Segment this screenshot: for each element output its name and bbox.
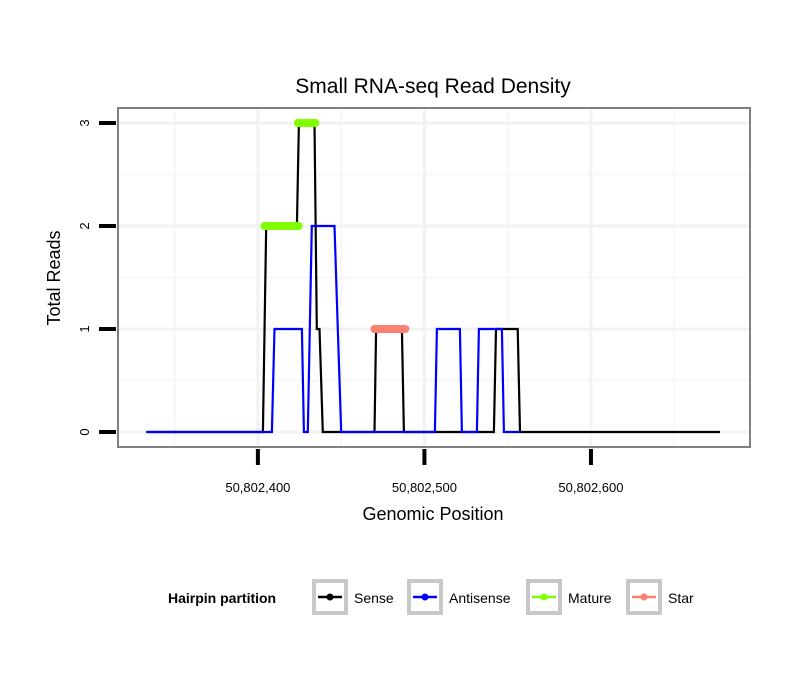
legend-key-point: [326, 593, 334, 601]
legend-label: Mature: [568, 590, 612, 606]
chart-title: Small RNA-seq Read Density: [295, 75, 571, 98]
legend-label: Sense: [354, 590, 394, 606]
legend-item-sense: Sense: [312, 579, 394, 615]
legend-item-antisense: Antisense: [407, 579, 511, 615]
y-axis-label: Total Reads: [44, 230, 64, 325]
legend-key-point: [421, 593, 429, 601]
legend-key-point: [540, 593, 548, 601]
series-line-antisense: [146, 224, 520, 434]
x-axis-label: Genomic Position: [362, 504, 503, 524]
legend: Hairpin partition Sense Antisense Mature St…: [168, 579, 694, 615]
x-tick-label: 50,802,500: [392, 480, 457, 495]
y-tick-label: 1: [77, 325, 92, 332]
legend-title: Hairpin partition: [168, 590, 276, 606]
legend-label: Antisense: [449, 590, 511, 606]
legend-item-star: Star: [626, 579, 694, 615]
grid: [118, 108, 750, 447]
series-lines: [146, 119, 720, 434]
panel-border: [117, 107, 751, 448]
legend-label: Star: [668, 590, 694, 606]
x-tick-label: 50,802,400: [225, 480, 290, 495]
x-tick-label: 50,802,600: [558, 480, 623, 495]
y-tick-label: 2: [77, 222, 92, 229]
legend-key-point: [640, 593, 648, 601]
axes: 50,802,400 50,802,500 50,802,600 0 1 2 3: [77, 119, 623, 495]
y-tick-label: 3: [77, 119, 92, 126]
legend-item-mature: Mature: [526, 579, 612, 615]
y-tick-label: 0: [77, 428, 92, 435]
